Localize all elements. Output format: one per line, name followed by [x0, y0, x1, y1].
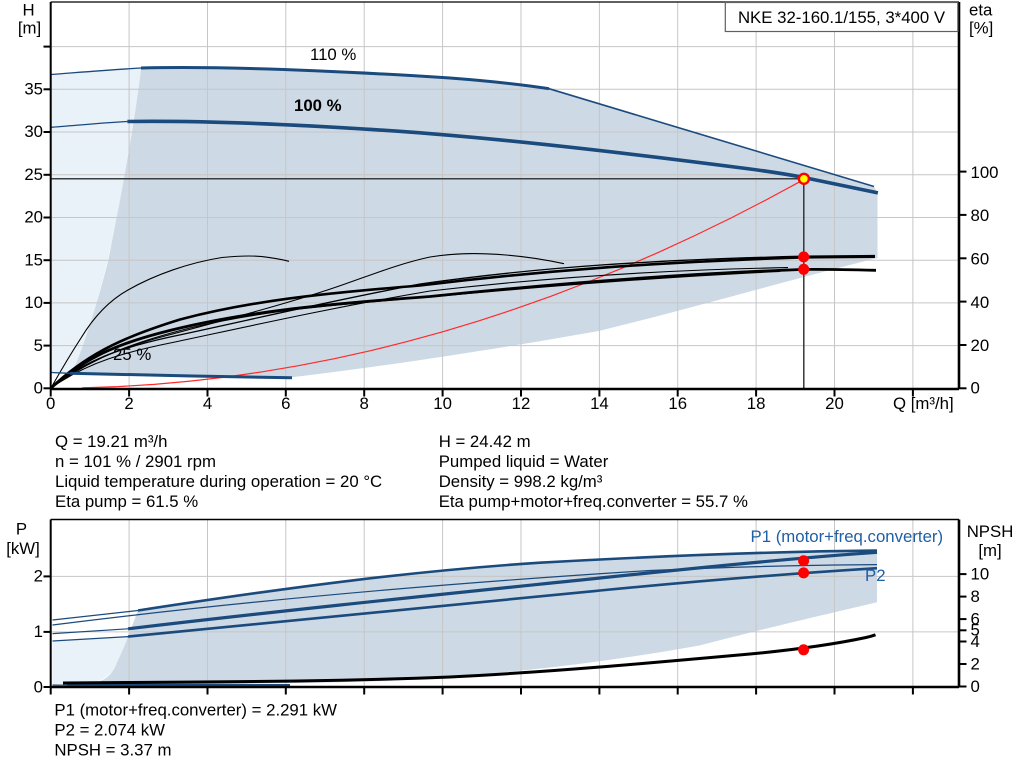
svg-text:5: 5 — [971, 621, 980, 640]
svg-text:Eta pump+motor+freq.converter: Eta pump+motor+freq.converter = 55.7 % — [439, 492, 748, 511]
svg-text:6: 6 — [971, 609, 980, 628]
svg-text:Eta pump = 61.5 %: Eta pump = 61.5 % — [55, 492, 198, 511]
svg-text:P2 = 2.074 kW: P2 = 2.074 kW — [54, 721, 165, 740]
svg-text:2: 2 — [34, 567, 43, 586]
svg-text:20: 20 — [971, 336, 990, 355]
svg-text:Q [m³/h]: Q [m³/h] — [893, 394, 954, 413]
svg-text:4: 4 — [971, 632, 980, 651]
svg-text:[kW]: [kW] — [6, 539, 40, 558]
svg-text:H = 24.42 m: H = 24.42 m — [439, 432, 531, 451]
svg-text:35: 35 — [24, 80, 43, 99]
svg-text:2: 2 — [971, 654, 980, 673]
svg-text:[%]: [%] — [969, 19, 993, 38]
svg-text:16: 16 — [668, 394, 687, 413]
svg-text:5: 5 — [34, 336, 43, 355]
svg-text:Pumped liquid = Water: Pumped liquid = Water — [439, 452, 609, 471]
svg-text:15: 15 — [24, 250, 43, 269]
svg-text:Q = 19.21 m³/h: Q = 19.21 m³/h — [55, 432, 167, 451]
svg-text:4: 4 — [203, 394, 212, 413]
svg-text:25: 25 — [24, 165, 43, 184]
svg-text:n = 101 % / 2901 rpm: n = 101 % / 2901 rpm — [55, 452, 216, 471]
svg-text:0: 0 — [46, 394, 55, 413]
svg-text:8: 8 — [360, 394, 369, 413]
svg-text:6: 6 — [281, 394, 290, 413]
svg-text:1: 1 — [34, 622, 43, 641]
svg-text:60: 60 — [971, 250, 990, 269]
svg-text:14: 14 — [590, 394, 609, 413]
svg-text:100 %: 100 % — [294, 96, 342, 115]
svg-text:10: 10 — [24, 293, 43, 312]
svg-text:12: 12 — [512, 394, 531, 413]
svg-text:0: 0 — [34, 678, 43, 697]
svg-text:18: 18 — [747, 394, 766, 413]
svg-text:P1 (motor+freq.converter): P1 (motor+freq.converter) — [751, 527, 944, 546]
svg-text:10: 10 — [433, 394, 452, 413]
svg-text:NKE 32-160.1/155, 3*400 V: NKE 32-160.1/155, 3*400 V — [738, 8, 946, 27]
svg-text:P: P — [16, 520, 27, 539]
svg-text:[m]: [m] — [18, 19, 41, 38]
svg-text:0: 0 — [971, 677, 980, 696]
svg-text:0: 0 — [34, 379, 43, 398]
svg-text:P1 (motor+freq.converter) = 2.: P1 (motor+freq.converter) = 2.291 kW — [54, 701, 337, 720]
svg-text:NPSH = 3.37 m: NPSH = 3.37 m — [54, 741, 171, 760]
svg-text:0: 0 — [971, 379, 980, 398]
svg-text:20: 20 — [24, 208, 43, 227]
svg-text:[m]: [m] — [978, 541, 1001, 560]
svg-text:P2: P2 — [865, 566, 886, 585]
svg-text:Density = 998.2 kg/m³: Density = 998.2 kg/m³ — [439, 472, 603, 491]
svg-text:110 %: 110 % — [310, 45, 356, 64]
svg-text:NPSH: NPSH — [967, 522, 1014, 541]
svg-text:2: 2 — [124, 394, 133, 413]
svg-text:8: 8 — [971, 587, 980, 606]
svg-text:40: 40 — [971, 293, 990, 312]
svg-text:30: 30 — [24, 122, 43, 141]
svg-text:eta: eta — [969, 1, 993, 20]
svg-text:10: 10 — [971, 564, 990, 583]
svg-text:80: 80 — [971, 206, 990, 225]
svg-text:Liquid temperature during oper: Liquid temperature during operation = 20… — [55, 472, 382, 491]
svg-text:H: H — [22, 1, 34, 20]
svg-text:25 %: 25 % — [113, 345, 151, 364]
svg-text:100: 100 — [971, 163, 999, 182]
svg-text:20: 20 — [825, 394, 844, 413]
